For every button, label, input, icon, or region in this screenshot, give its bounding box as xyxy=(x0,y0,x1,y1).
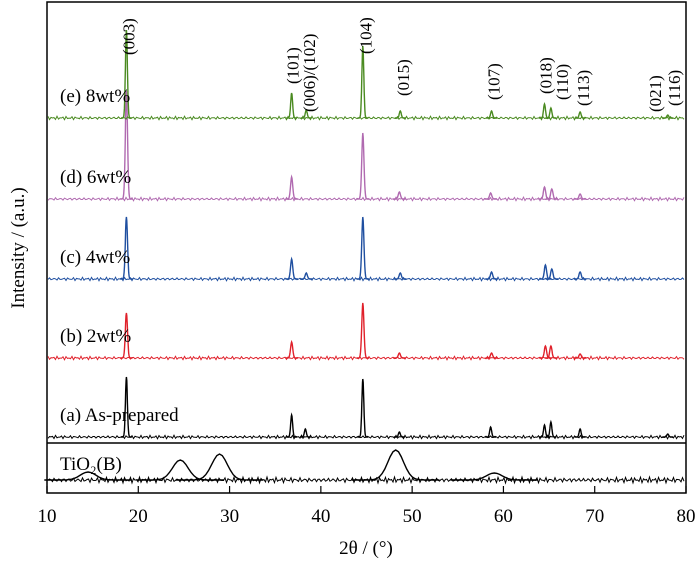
peak xyxy=(573,271,587,280)
peak xyxy=(120,29,132,119)
series-label: (c) 4wt% xyxy=(60,247,130,268)
peak-annotation: (003) xyxy=(119,18,138,55)
peak xyxy=(539,102,550,119)
peak xyxy=(574,110,586,119)
peak xyxy=(357,45,369,119)
peak-annotation: (018) xyxy=(537,57,556,94)
peak xyxy=(175,453,264,481)
peak xyxy=(394,109,406,119)
x-tick-label: 80 xyxy=(677,506,696,527)
peak xyxy=(286,92,298,119)
peak xyxy=(485,425,497,438)
peak-annotation: (021) xyxy=(646,75,665,112)
peak xyxy=(539,344,552,359)
peak xyxy=(300,108,312,119)
peak-annotation: (104) xyxy=(357,17,376,54)
peak xyxy=(545,106,557,119)
peak xyxy=(357,378,369,438)
x-tick-label: 40 xyxy=(311,506,330,527)
series-label: TiO₂(B) xyxy=(60,454,122,475)
peak xyxy=(285,339,298,359)
peak xyxy=(120,376,132,438)
peak xyxy=(545,267,558,280)
series-label: (a) As-prepared xyxy=(60,405,179,426)
peak xyxy=(544,344,558,359)
peak xyxy=(538,185,551,200)
peak-annotation: (107) xyxy=(484,63,503,100)
peak xyxy=(662,114,674,119)
peak xyxy=(285,256,298,280)
peak-annotation: (110) xyxy=(553,64,572,100)
peak xyxy=(450,472,539,481)
series-label: (e) 8wt% xyxy=(60,86,130,107)
peak xyxy=(356,132,370,200)
peak xyxy=(545,187,558,200)
peak xyxy=(393,191,406,200)
x-axis-label: 2θ / (°) xyxy=(339,538,393,559)
peak-annotation: (113) xyxy=(574,70,593,106)
peak xyxy=(574,427,586,438)
peak xyxy=(393,352,406,359)
peak xyxy=(44,471,132,481)
y-axis-label: Intensity / (a.u.) xyxy=(8,187,29,308)
peak-annotation: (006)/(102) xyxy=(300,34,319,112)
peak xyxy=(120,216,133,280)
peak xyxy=(573,193,587,200)
peak xyxy=(136,459,225,481)
peak-annotation: (015) xyxy=(394,59,413,96)
peak xyxy=(286,412,298,438)
x-tick-label: 50 xyxy=(403,506,422,527)
peak xyxy=(285,174,298,200)
peak xyxy=(394,272,407,280)
peak xyxy=(484,191,497,200)
peak xyxy=(486,109,497,119)
plot-frame xyxy=(46,1,687,494)
peak xyxy=(299,427,311,438)
peak xyxy=(573,353,587,359)
series-label: (b) 2wt% xyxy=(60,326,131,347)
peak xyxy=(120,90,133,200)
peak xyxy=(351,449,440,481)
x-tick-label: 30 xyxy=(220,506,239,527)
x-tick-label: 60 xyxy=(494,506,513,527)
peak xyxy=(300,271,313,280)
peak xyxy=(485,270,498,280)
peak xyxy=(393,431,405,438)
series-label: (d) 6wt% xyxy=(60,167,131,188)
x-tick-label: 70 xyxy=(585,506,604,527)
x-tick-label: 20 xyxy=(129,506,148,527)
peak-annotation: (101) xyxy=(284,47,303,84)
peak xyxy=(356,302,370,359)
peak xyxy=(545,419,557,438)
x-tick-label: 10 xyxy=(38,506,57,527)
peak xyxy=(485,352,498,359)
peak xyxy=(662,433,674,438)
peak xyxy=(356,216,370,280)
peak xyxy=(120,312,133,359)
peak-annotation: (116) xyxy=(665,70,684,106)
